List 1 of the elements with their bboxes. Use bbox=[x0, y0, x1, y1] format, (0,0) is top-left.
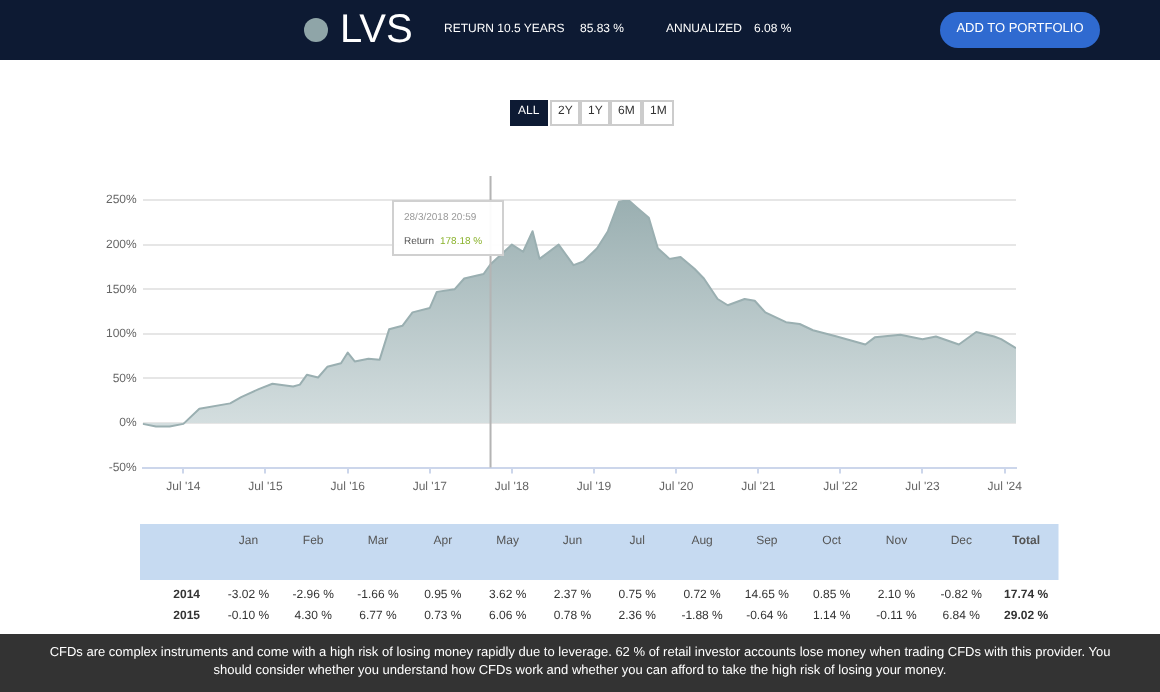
chart-title: LVS bbox=[340, 6, 413, 54]
